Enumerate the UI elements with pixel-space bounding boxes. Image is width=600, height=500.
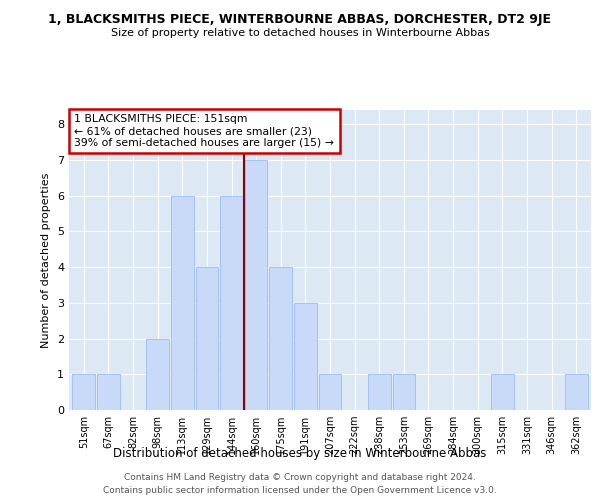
Y-axis label: Number of detached properties: Number of detached properties — [41, 172, 52, 348]
Bar — [294, 303, 317, 410]
Text: Distribution of detached houses by size in Winterbourne Abbas: Distribution of detached houses by size … — [113, 448, 487, 460]
Bar — [491, 374, 514, 410]
Bar — [245, 160, 268, 410]
Bar — [269, 267, 292, 410]
Bar — [97, 374, 120, 410]
Bar — [73, 374, 95, 410]
Bar — [392, 374, 415, 410]
Text: Size of property relative to detached houses in Winterbourne Abbas: Size of property relative to detached ho… — [110, 28, 490, 38]
Text: 1, BLACKSMITHS PIECE, WINTERBOURNE ABBAS, DORCHESTER, DT2 9JE: 1, BLACKSMITHS PIECE, WINTERBOURNE ABBAS… — [49, 12, 551, 26]
Bar — [220, 196, 243, 410]
Bar — [565, 374, 587, 410]
Text: Contains HM Land Registry data © Crown copyright and database right 2024.: Contains HM Land Registry data © Crown c… — [124, 472, 476, 482]
Text: 1 BLACKSMITHS PIECE: 151sqm
← 61% of detached houses are smaller (23)
39% of sem: 1 BLACKSMITHS PIECE: 151sqm ← 61% of det… — [74, 114, 334, 148]
Bar — [146, 338, 169, 410]
Text: Contains public sector information licensed under the Open Government Licence v3: Contains public sector information licen… — [103, 486, 497, 495]
Bar — [171, 196, 194, 410]
Bar — [368, 374, 391, 410]
Bar — [319, 374, 341, 410]
Bar — [196, 267, 218, 410]
